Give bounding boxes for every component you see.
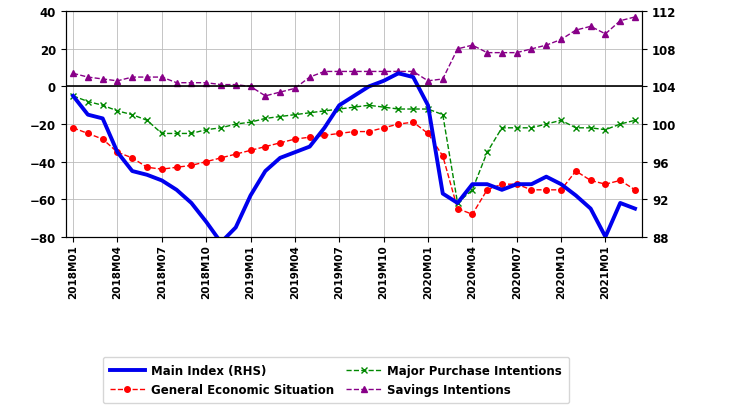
Legend: Main Index (RHS), General Economic Situation, Major Purchase Intentions, Savings: Main Index (RHS), General Economic Situa… <box>102 357 569 403</box>
